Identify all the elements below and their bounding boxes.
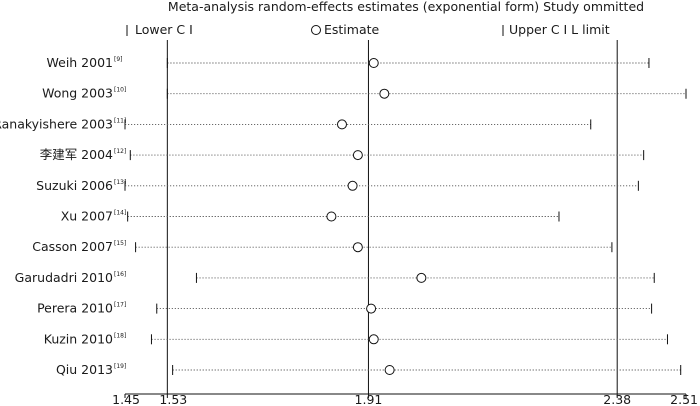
study-ref: [15]	[114, 240, 126, 247]
study-label: Wong 2003	[42, 86, 113, 101]
study-label: Kuzin 2010	[44, 331, 113, 346]
study-row: Suzuki 2006 [13]	[36, 178, 639, 193]
legend-estimate-marker	[311, 25, 321, 35]
study-label: Perera 2010	[37, 301, 113, 316]
study-row: Casson 2007 [15]	[32, 239, 613, 254]
study-row: Weih 2001 [9]	[47, 55, 650, 70]
study-ref: [19]	[114, 363, 126, 370]
study-ref: [17]	[114, 302, 126, 309]
study-row: Ranakyishere 2003 [11]	[0, 116, 592, 131]
study-label: 李建军 2004	[40, 147, 113, 162]
x-axis: 1.45 1.53 1.91 2.38 2.51	[112, 392, 698, 406]
estimate-point	[384, 365, 395, 375]
study-ref: [12]	[114, 148, 126, 155]
legend-lower-label: Lower C I	[135, 22, 193, 37]
study-label: Xu 2007	[61, 209, 113, 224]
estimate-point	[326, 211, 337, 222]
study-ref: [13]	[114, 179, 126, 186]
legend-estimate-label: Estimate	[324, 22, 380, 37]
study-label: Weih 2001	[47, 55, 114, 70]
study-ref: [11]	[114, 117, 126, 124]
study-row: Garudadri 2010 [16]	[15, 270, 655, 285]
x-tick-label: 1.91	[355, 392, 383, 406]
study-ref: [14]	[114, 210, 126, 217]
x-tick-label: 2.38	[603, 392, 631, 406]
study-label: Garudadri 2010	[15, 270, 113, 285]
study-label: Ranakyishere 2003	[0, 116, 113, 131]
study-ref: [10]	[114, 87, 126, 94]
study-ref: [18]	[114, 332, 126, 339]
estimate-point	[352, 242, 363, 253]
study-label: Suzuki 2006	[36, 178, 113, 193]
estimate-point	[352, 150, 363, 161]
study-row: Kuzin 2010 [18]	[44, 331, 668, 346]
estimate-point	[336, 119, 347, 130]
estimate-point	[379, 88, 390, 99]
study-rows: Weih 2001 [9] Wong 2003 [10] Ranakyishere 20…	[0, 55, 687, 377]
x-tick-label: 1.53	[159, 392, 187, 406]
legend-upper-label: Upper C I L limit	[509, 22, 610, 37]
estimate-point	[368, 58, 379, 68]
study-row: Qiu 2013 [19]	[56, 362, 682, 377]
chart-title: Meta-analysis random-effects estimates (…	[168, 0, 644, 14]
reference-lines	[166, 40, 618, 394]
estimate-point	[368, 334, 379, 345]
study-row: Xu 2007 [14]	[61, 209, 560, 224]
x-tick-label: 1.45	[112, 392, 140, 406]
estimate-point	[416, 272, 427, 283]
estimate-point	[347, 180, 358, 191]
study-row: 李建军 2004 [12]	[40, 147, 645, 162]
x-tick-label: 2.51	[670, 392, 698, 406]
study-label: Qiu 2013	[56, 362, 113, 377]
study-row: Perera 2010 [17]	[37, 301, 653, 316]
study-row: Wong 2003 [10]	[42, 86, 687, 101]
estimate-point	[366, 303, 377, 314]
study-ref: [9]	[114, 56, 123, 63]
study-label: Casson 2007	[32, 239, 113, 254]
study-ref: [16]	[114, 271, 126, 278]
